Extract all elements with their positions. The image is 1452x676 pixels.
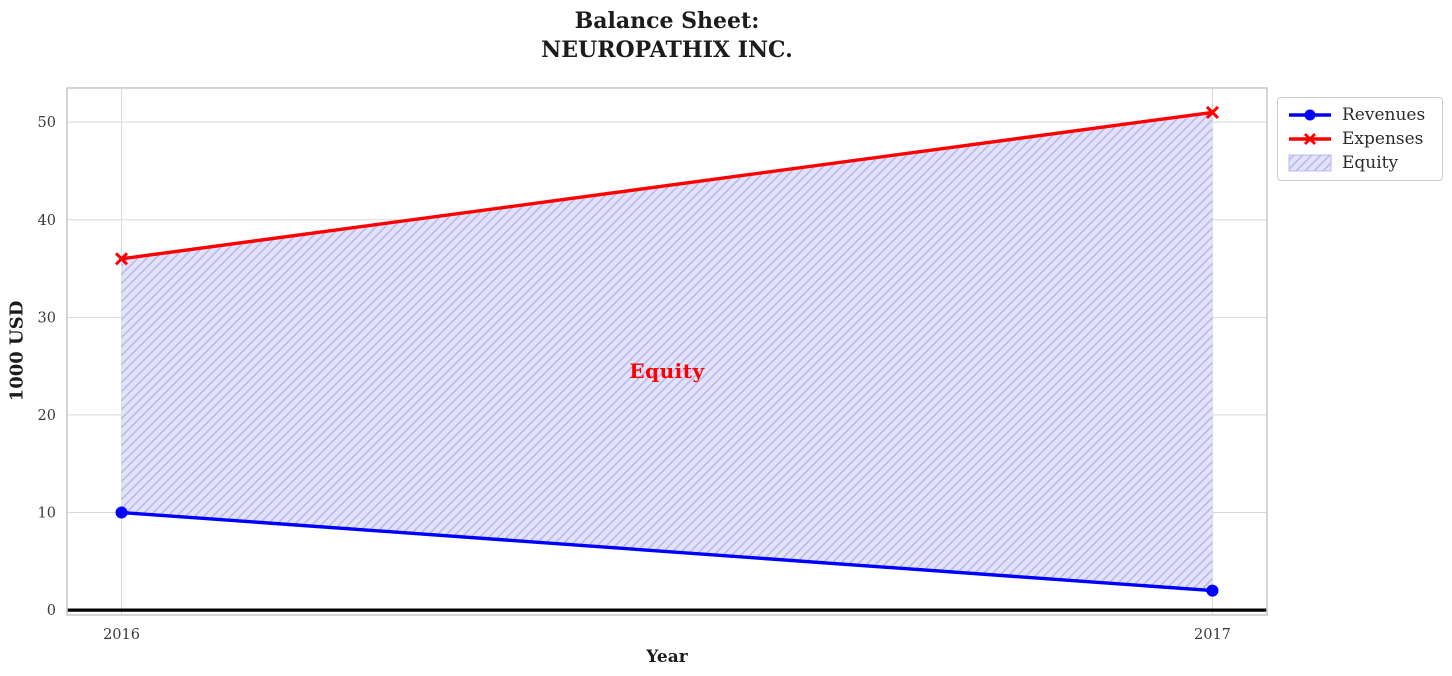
- chart-title-line2: NEUROPATHIX INC.: [541, 37, 793, 63]
- legend-swatch-equity-patch-icon: [1288, 154, 1332, 172]
- chart-title-line1: Balance Sheet:: [574, 8, 760, 34]
- equity-area: [121, 112, 1213, 591]
- svg-text:10: 10: [38, 506, 56, 522]
- svg-text:2016: 2016: [103, 627, 140, 643]
- svg-text:0: 0: [47, 603, 56, 619]
- chart-title: Balance Sheet: NEUROPATHIX INC.: [0, 7, 1334, 65]
- svg-text:2017: 2017: [1194, 627, 1231, 643]
- x-axis-label: Year: [646, 647, 688, 667]
- plot-frame: [66, 87, 1268, 616]
- equity-annotation: Equity: [629, 359, 705, 384]
- svg-text:40: 40: [38, 213, 56, 229]
- legend-label-revenues: Revenues: [1342, 105, 1426, 125]
- svg-text:50: 50: [38, 115, 56, 131]
- legend-label-expenses: Expenses: [1342, 129, 1424, 149]
- svg-text:20: 20: [38, 408, 56, 424]
- y-axis-label: 1000 USD: [6, 300, 28, 402]
- axis-tick-labels: 0 10 20 30 40 50 2016 2017: [38, 115, 1231, 643]
- series-lines: [114, 105, 1220, 597]
- legend-swatch-expenses-line-icon: [1289, 133, 1331, 145]
- legend-label-equity: Equity: [1342, 153, 1399, 173]
- legend-swatch-revenues-line-icon: [1289, 109, 1331, 121]
- legend-item-equity: Equity: [1287, 153, 1433, 173]
- svg-text:30: 30: [38, 310, 56, 326]
- legend-item-expenses: Expenses: [1287, 129, 1433, 149]
- legend: Revenues Expenses Equity: [1277, 97, 1443, 181]
- legend-item-revenues: Revenues: [1287, 105, 1433, 125]
